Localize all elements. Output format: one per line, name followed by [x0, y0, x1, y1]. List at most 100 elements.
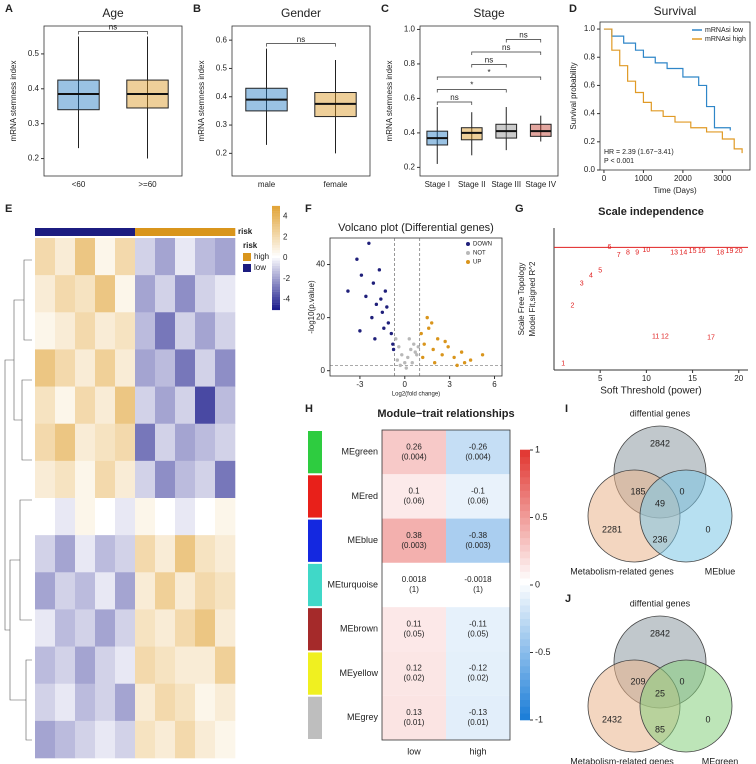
colorbar-step [520, 577, 530, 586]
panel-letter: F [305, 203, 312, 215]
heat-cell [135, 498, 156, 536]
colorbar-step [520, 665, 530, 674]
region-count: 25 [655, 688, 665, 698]
heat-cell [115, 238, 136, 276]
x-tick-label: 6 [492, 380, 497, 389]
heat-cell [215, 720, 236, 759]
heat-cell [75, 423, 96, 462]
region-count: 0 [679, 486, 684, 496]
cell-p-value: (0.05) [468, 629, 489, 638]
matrix-cell [446, 651, 510, 696]
point-label: 1 [561, 360, 565, 367]
heat-cell [175, 535, 196, 573]
point [377, 268, 382, 272]
point [364, 294, 368, 299]
heat-cell [95, 238, 116, 276]
legend-swatch [243, 264, 251, 272]
heat-cell [55, 349, 76, 387]
cell-p-value: (0.003) [465, 541, 491, 550]
colorbar-step [520, 557, 530, 566]
region-count: 0 [705, 714, 710, 724]
comparison-label: ns [297, 35, 305, 44]
heat-cell [135, 460, 156, 499]
x-tick-label: 5 [598, 374, 603, 383]
colorbar-step [520, 591, 530, 599]
cell-p-value: (0.05) [404, 629, 425, 638]
heat-cell [175, 498, 196, 536]
heat-cell [215, 386, 236, 425]
y-tick-label: 20 [316, 313, 325, 322]
x-tick-label: 3000 [713, 174, 731, 183]
heat-cell [95, 683, 116, 722]
panel: B Gender mRNA stemness index 0.2 0.3 0.4 0.5 0.… [193, 3, 371, 189]
colorbar-tick-label: 1 [535, 444, 540, 454]
heat-cell [215, 275, 236, 313]
panel-letter: E [5, 203, 12, 215]
point [380, 310, 385, 315]
y-tick-label: 0.8 [404, 59, 416, 68]
colorbar-step [272, 257, 280, 261]
venn-set [639, 469, 733, 563]
set-label: MEgreen [702, 756, 739, 764]
colorbar-step [520, 510, 530, 518]
colorbar-step [272, 289, 280, 292]
heat-cell [55, 720, 76, 759]
point [440, 353, 444, 357]
colorbar-step [272, 250, 280, 253]
colorbar-step [520, 463, 530, 471]
cell-value: 0.13 [406, 708, 422, 717]
colorbar-tick-label: 0 [535, 579, 540, 589]
colorbar-step [272, 278, 280, 282]
panel-letter: G [515, 203, 524, 215]
heat-cell [75, 720, 96, 759]
heat-cell [115, 609, 136, 647]
heat-cell [35, 312, 56, 350]
colorbar-step [272, 205, 280, 209]
comparison-label: * [487, 68, 490, 77]
heat-cell [115, 535, 136, 573]
heat-cell [215, 423, 236, 462]
colorbar-step [272, 263, 280, 266]
cell-p-value: (0.01) [468, 718, 489, 727]
point-label: 9 [635, 249, 639, 256]
colorbar-step [272, 244, 280, 248]
colorbar-step [272, 255, 280, 259]
comparison-label: ns [519, 31, 527, 40]
panel: D Survival Survival probability Time (Days)… [569, 3, 751, 195]
colorbar-step [272, 211, 280, 214]
point [386, 321, 391, 325]
heat-cell [55, 312, 76, 350]
heat-cell [215, 572, 236, 610]
heat-cell [35, 609, 56, 647]
comparison-bracket [471, 51, 542, 56]
heat-cell [195, 646, 216, 685]
point [400, 353, 404, 357]
y-tick-label: 0.2 [584, 137, 596, 146]
colorbar-tick-label: 4 [283, 212, 288, 221]
heat-cell [35, 460, 56, 499]
heat-cell [195, 498, 216, 536]
point [359, 273, 364, 277]
colorbar-step [272, 234, 280, 238]
y-tick-label: 0.3 [28, 119, 40, 128]
cell-value: -0.1 [471, 487, 485, 496]
cell-value: -0.26 [469, 442, 488, 451]
heat-cell [75, 238, 96, 276]
heat-cell [75, 460, 96, 499]
cell-value: 0.11 [407, 619, 423, 628]
heat-cell [115, 720, 136, 759]
point [413, 350, 417, 354]
module-color [308, 608, 322, 651]
heat-cell [135, 609, 156, 647]
heat-cell [175, 460, 196, 499]
colorbar-step [272, 231, 280, 235]
cell-p-value: (0.06) [468, 497, 489, 506]
x-tick-label: -3 [356, 380, 364, 389]
heat-cell [135, 683, 156, 722]
colorbar-step [272, 224, 280, 227]
comparison-label: ns [485, 56, 493, 65]
point [367, 241, 371, 246]
heat-cell [215, 646, 236, 685]
heat-cell [195, 720, 216, 759]
